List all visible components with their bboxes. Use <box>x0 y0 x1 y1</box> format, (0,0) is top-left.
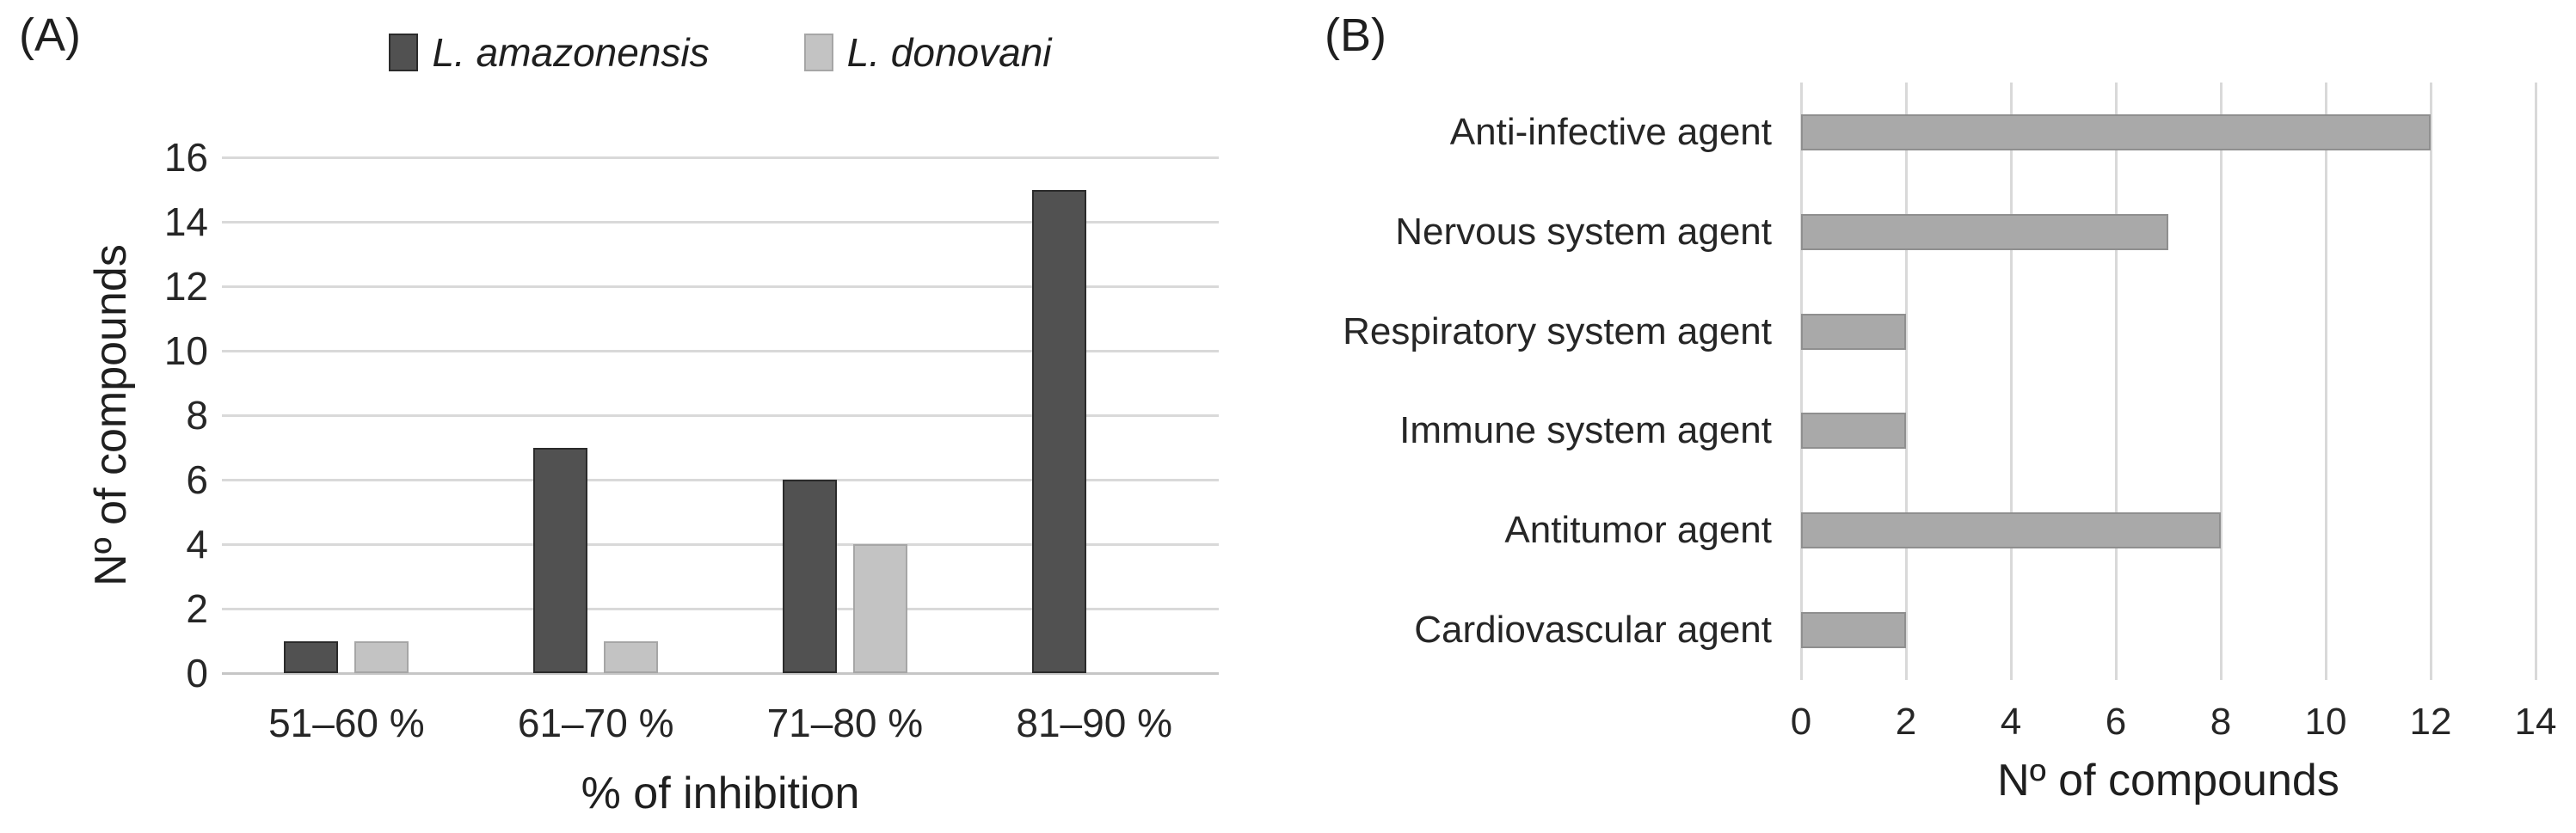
gridline <box>1799 83 1803 680</box>
gridline <box>222 156 1219 159</box>
category-label: Antitumor agent <box>1504 509 1772 552</box>
y-tick-label: 16 <box>163 135 208 180</box>
gridline <box>2114 83 2118 680</box>
x-tick-label: 4 <box>2000 701 2022 743</box>
category-label: Cardiovascular agent <box>1414 609 1772 652</box>
panel-a-label: (A) <box>19 9 81 61</box>
chart-bar-amazonensis <box>284 640 339 673</box>
category-label: Respiratory system agent <box>1343 309 1772 352</box>
chart-bar-donovani <box>354 640 409 673</box>
chart-bar-antitumor-agent <box>1801 512 2221 549</box>
x-tick-label: 0 <box>1790 701 1812 743</box>
panel-a-x-axis-title: % of inhibition <box>581 769 860 818</box>
y-tick-label: 0 <box>186 651 208 695</box>
legend-item: L. amazonensis <box>389 29 710 76</box>
x-axis-line <box>222 671 1219 675</box>
x-tick-label: 51–60 % <box>268 701 425 745</box>
y-tick-label: 14 <box>163 199 208 244</box>
y-tick-label: 6 <box>186 457 208 502</box>
gridline <box>2429 83 2432 680</box>
gridline <box>2324 83 2327 680</box>
x-tick-label: 71–80 % <box>766 701 924 745</box>
y-tick-label: 12 <box>163 264 208 309</box>
chart-bar-anti-infective-agent <box>1801 113 2431 150</box>
y-tick-label: 8 <box>186 393 208 438</box>
chart-bar-donovani <box>604 640 659 673</box>
category-label: Immune system agent <box>1399 409 1772 452</box>
x-tick-label: 2 <box>1895 701 1917 743</box>
gridline <box>222 413 1219 417</box>
legend-item: L. donovani <box>803 29 1052 76</box>
gridline <box>222 349 1219 352</box>
x-tick-label: 6 <box>2105 701 2127 743</box>
gridline <box>2534 83 2537 680</box>
chart-bar-donovani <box>852 544 907 673</box>
gridline <box>222 607 1219 610</box>
legend-label: L. amazonensis <box>432 30 710 75</box>
chart-bar-nervous-system-agent <box>1801 213 2168 250</box>
chart-bar-amazonensis <box>533 447 588 673</box>
gridline <box>222 220 1219 224</box>
chart-bar-immune-system-agent <box>1801 413 1906 450</box>
legend-swatch-icon <box>803 34 833 71</box>
panel-b-label: (B) <box>1325 9 1386 61</box>
legend-swatch-icon <box>389 34 419 71</box>
y-tick-label: 10 <box>163 328 208 373</box>
y-tick-label: 2 <box>186 586 208 631</box>
legend-label: L. donovani <box>846 30 1052 75</box>
chart-bar-amazonensis <box>1031 189 1086 673</box>
panel-b-x-axis-title: Nº of compounds <box>1997 756 2339 805</box>
gridline <box>2219 83 2222 680</box>
x-tick-label: 14 <box>2514 701 2557 743</box>
x-tick-label: 81–90 % <box>1016 701 1172 745</box>
x-tick-label: 8 <box>2210 701 2232 743</box>
gridline <box>222 478 1219 481</box>
x-tick-label: 61–70 % <box>517 701 674 745</box>
y-tick-label: 4 <box>186 522 208 567</box>
chart-bar-cardiovascular-agent <box>1801 612 1906 649</box>
gridline <box>2009 83 2013 680</box>
gridline <box>222 285 1219 288</box>
legend: L. amazonensis L. donovani <box>222 29 1219 76</box>
gridline <box>1904 83 1908 680</box>
chart-bar-respiratory-system-agent <box>1801 313 1906 350</box>
chart-bar-amazonensis <box>782 480 837 673</box>
x-tick-label: 10 <box>2304 701 2347 743</box>
gridline <box>222 542 1219 546</box>
category-label: Anti-infective agent <box>1449 110 1772 153</box>
category-label: Nervous system agent <box>1395 210 1772 253</box>
x-tick-label: 12 <box>2409 701 2452 743</box>
